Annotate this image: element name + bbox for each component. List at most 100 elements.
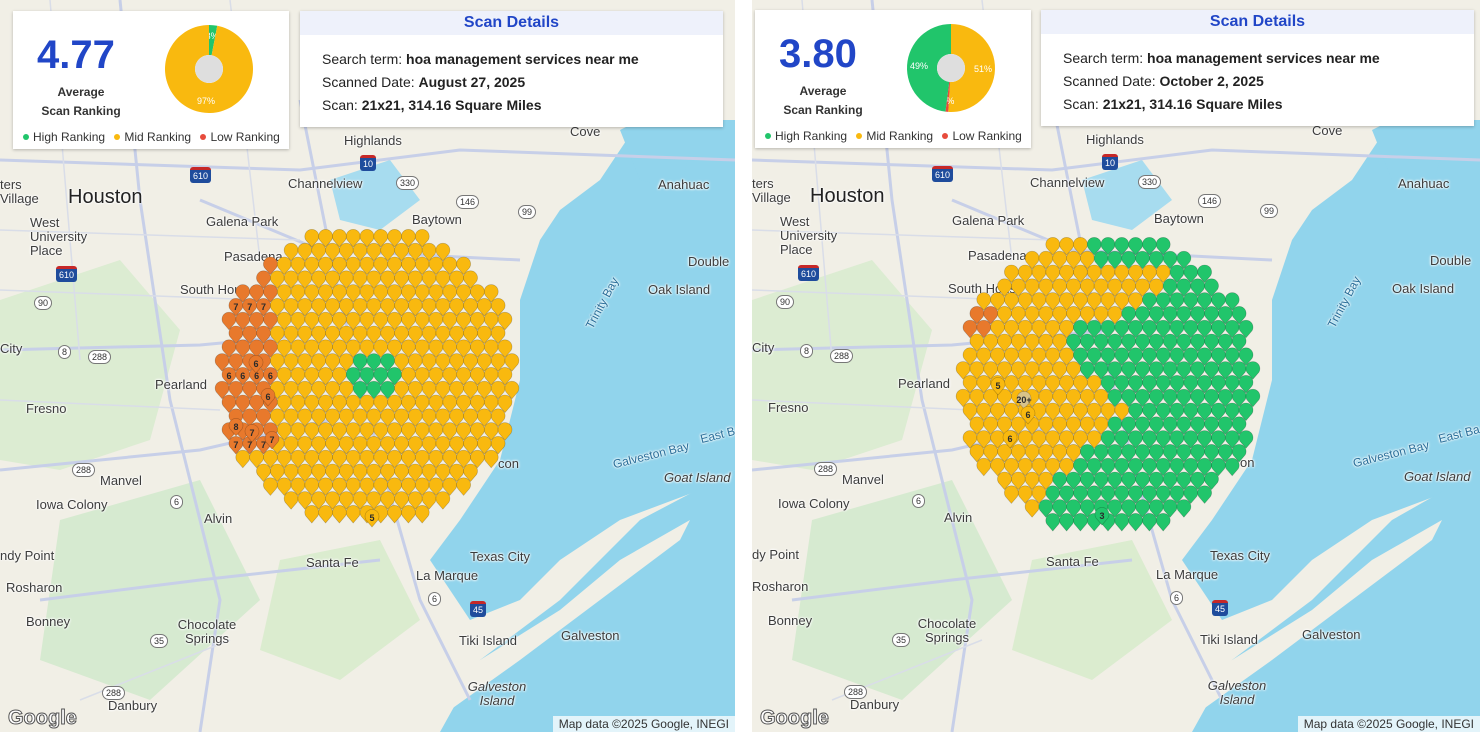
rank-pin[interactable] [1197,402,1212,422]
rank-pin[interactable] [380,380,395,400]
rank-pin[interactable] [1093,388,1109,408]
rank-pin[interactable] [228,325,244,345]
rank-pin[interactable] [442,422,458,441]
rank-pin[interactable] [1155,457,1171,477]
rank-pin[interactable] [276,449,292,469]
rank-pin[interactable] [1052,250,1067,270]
rank-pin[interactable] [387,505,402,524]
rank-pin[interactable] [345,367,361,386]
rank-pin[interactable] [435,408,451,427]
rank-pin[interactable] [1183,485,1199,504]
rank-pin[interactable] [249,394,264,414]
rank-pin[interactable] [1107,416,1123,435]
rank-pin[interactable] [1238,430,1254,449]
rank-pin[interactable] [1066,278,1081,297]
rank-pin[interactable] [997,361,1012,380]
rank-pin[interactable] [352,436,368,455]
rank-pin[interactable] [283,408,299,427]
rank-pin[interactable] [1038,333,1054,353]
rank-pin[interactable] [997,471,1012,491]
rank-pin[interactable] [311,270,326,289]
rank-pin[interactable] [1031,457,1047,477]
rank-pin[interactable] [345,449,361,469]
rank-pin[interactable] [990,292,1005,311]
rank-pin[interactable] [345,394,361,414]
rank-pin[interactable] [1066,471,1081,491]
rank-pin[interactable] [318,256,333,276]
rank-pin[interactable] [470,311,485,331]
rank-pin[interactable] [1080,444,1095,463]
rank-pin[interactable] [962,347,978,366]
rank-pin[interactable] [1100,237,1116,256]
rank-pin[interactable] [1086,292,1102,311]
rank-pin[interactable] [456,449,471,469]
rank-pin[interactable] [1045,513,1061,532]
rank-pin[interactable] [1107,250,1123,270]
rank-pin[interactable] [1135,361,1150,380]
rank-pin[interactable] [463,436,478,455]
rank-pin[interactable] [463,353,478,372]
rank-pin[interactable] [1224,319,1240,339]
rank-pin[interactable] [387,449,402,469]
rank-pin[interactable] [332,367,347,386]
rank-pin[interactable] [1204,333,1219,353]
rank-pin[interactable] [456,311,471,331]
rank-pin[interactable]: 7 [228,436,244,455]
rank-pin[interactable] [1066,250,1081,270]
rank-pin[interactable] [263,256,278,276]
rank-pin[interactable] [1066,361,1081,380]
rank-pin[interactable]: 7 [256,298,271,317]
rank-pin[interactable] [1024,361,1040,380]
rank-pin[interactable] [311,298,326,317]
rank-pin[interactable] [990,402,1005,422]
rank-pin[interactable] [1162,471,1178,491]
rank-pin[interactable] [1149,444,1164,463]
rank-pin[interactable] [345,477,361,496]
rank-pin[interactable] [1183,264,1199,284]
rank-pin[interactable] [1080,333,1095,353]
rank-pin[interactable] [421,408,437,427]
rank-pin[interactable] [1038,388,1054,408]
rank-pin[interactable] [470,367,485,386]
rank-pin[interactable]: 6 [235,367,251,386]
rank-pin[interactable] [311,436,326,455]
rank-pin[interactable] [1183,457,1199,477]
rank-pin[interactable] [1024,306,1040,325]
rank-pin[interactable] [290,394,306,414]
rank-pin[interactable] [969,361,985,380]
rank-pin[interactable] [1149,250,1164,270]
rank-pin[interactable] [490,380,506,400]
rank-pin[interactable] [401,394,416,414]
rank-pin[interactable] [249,449,264,469]
rank-pin[interactable] [1045,402,1061,422]
rank-pin[interactable] [1176,306,1192,325]
rank-pin[interactable] [256,325,271,345]
rank-pin[interactable] [1066,416,1081,435]
rank-pin[interactable] [283,270,299,289]
rank-pin[interactable] [325,270,340,289]
rank-pin[interactable] [359,339,375,358]
rank-pin[interactable] [394,491,409,510]
rank-pin[interactable] [1045,264,1061,284]
rank-pin[interactable] [1011,361,1026,380]
rank-pin[interactable] [1031,292,1047,311]
rank-pin[interactable] [483,394,499,414]
rank-pin[interactable] [470,394,485,414]
rank-pin[interactable] [394,408,409,427]
rank-pin[interactable] [1024,499,1040,518]
rank-pin[interactable] [1218,416,1233,435]
rank-pin[interactable] [1142,402,1157,422]
rank-pin[interactable]: 6 [221,367,237,386]
rank-pin[interactable] [1080,306,1095,325]
rank-pin[interactable] [1114,292,1130,311]
rank-pin[interactable] [1135,333,1150,353]
rank-pin[interactable]: 6 [1002,430,1018,449]
rank-pin[interactable] [1114,264,1130,284]
rank-pin[interactable] [997,306,1012,325]
rank-pin[interactable] [1086,375,1102,394]
rank-pin[interactable] [463,463,478,483]
rank-pin[interactable] [1183,375,1199,394]
rank-pin[interactable] [1211,430,1226,449]
rank-pin[interactable] [1052,444,1067,463]
rank-pin[interactable] [345,311,361,331]
